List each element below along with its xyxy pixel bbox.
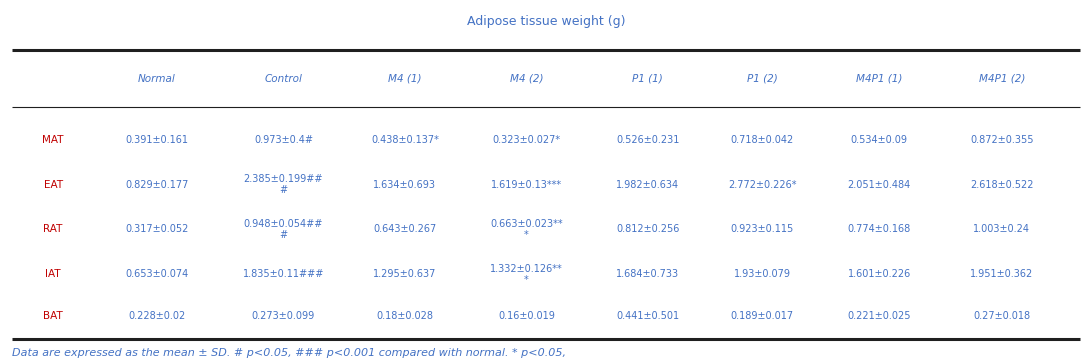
- Text: 1.951±0.362: 1.951±0.362: [970, 269, 1033, 279]
- Text: MAT: MAT: [43, 135, 63, 145]
- Text: 0.27±0.018: 0.27±0.018: [973, 311, 1031, 321]
- Text: 1.332±0.126**
*: 1.332±0.126** *: [490, 264, 562, 285]
- Text: M4P1 (1): M4P1 (1): [856, 73, 902, 84]
- Text: EAT: EAT: [44, 180, 62, 190]
- Text: M4 (1): M4 (1): [388, 73, 422, 84]
- Text: 2.051±0.484: 2.051±0.484: [847, 180, 911, 190]
- Text: 0.323±0.027*: 0.323±0.027*: [492, 135, 560, 145]
- Text: Adipose tissue weight (g): Adipose tissue weight (g): [466, 14, 626, 28]
- Text: 0.643±0.267: 0.643±0.267: [373, 224, 437, 235]
- Text: 0.718±0.042: 0.718±0.042: [731, 135, 794, 145]
- Text: M4P1 (2): M4P1 (2): [978, 73, 1025, 84]
- Text: 0.774±0.168: 0.774±0.168: [847, 224, 911, 235]
- Text: 2.772±0.226*: 2.772±0.226*: [728, 180, 796, 190]
- Text: 0.228±0.02: 0.228±0.02: [128, 311, 186, 321]
- Text: 0.872±0.355: 0.872±0.355: [970, 135, 1034, 145]
- Text: 1.982±0.634: 1.982±0.634: [616, 180, 679, 190]
- Text: 1.295±0.637: 1.295±0.637: [373, 269, 437, 279]
- Text: 0.812±0.256: 0.812±0.256: [616, 224, 679, 235]
- Text: 0.829±0.177: 0.829±0.177: [124, 180, 188, 190]
- Text: Normal: Normal: [138, 73, 176, 84]
- Text: 2.618±0.522: 2.618±0.522: [970, 180, 1034, 190]
- Text: 0.438±0.137*: 0.438±0.137*: [371, 135, 439, 145]
- Text: P1 (1): P1 (1): [632, 73, 663, 84]
- Text: M4 (2): M4 (2): [510, 73, 543, 84]
- Text: 0.923±0.115: 0.923±0.115: [731, 224, 794, 235]
- Text: Control: Control: [264, 73, 302, 84]
- Text: 1.634±0.693: 1.634±0.693: [373, 180, 437, 190]
- Text: 1.835±0.11###: 1.835±0.11###: [242, 269, 324, 279]
- Text: 0.273±0.099: 0.273±0.099: [252, 311, 316, 321]
- Text: 0.653±0.074: 0.653±0.074: [124, 269, 188, 279]
- Text: 0.16±0.019: 0.16±0.019: [498, 311, 555, 321]
- Text: Data are expressed as the mean ± SD. # p<0.05, ### p<0.001 compared with normal.: Data are expressed as the mean ± SD. # p…: [12, 348, 567, 358]
- Text: IAT: IAT: [45, 269, 61, 279]
- Text: 1.003±0.24: 1.003±0.24: [973, 224, 1031, 235]
- Text: 0.948±0.054##
#: 0.948±0.054## #: [244, 219, 323, 240]
- Text: 0.526±0.231: 0.526±0.231: [616, 135, 679, 145]
- Text: 0.663±0.023**
*: 0.663±0.023** *: [490, 219, 562, 240]
- Text: 1.619±0.13***: 1.619±0.13***: [490, 180, 562, 190]
- Text: 1.93±0.079: 1.93±0.079: [734, 269, 791, 279]
- Text: 0.441±0.501: 0.441±0.501: [616, 311, 679, 321]
- Text: RAT: RAT: [44, 224, 63, 235]
- Text: 0.317±0.052: 0.317±0.052: [124, 224, 188, 235]
- Text: 0.221±0.025: 0.221±0.025: [847, 311, 911, 321]
- Text: 0.973±0.4#: 0.973±0.4#: [254, 135, 313, 145]
- Text: 0.18±0.028: 0.18±0.028: [377, 311, 434, 321]
- Text: 0.534±0.09: 0.534±0.09: [851, 135, 907, 145]
- Text: BAT: BAT: [44, 311, 63, 321]
- Text: P1 (2): P1 (2): [747, 73, 778, 84]
- Text: 1.684±0.733: 1.684±0.733: [616, 269, 679, 279]
- Text: 1.601±0.226: 1.601±0.226: [847, 269, 911, 279]
- Text: 0.189±0.017: 0.189±0.017: [731, 311, 794, 321]
- Text: 2.385±0.199##
#: 2.385±0.199## #: [244, 174, 323, 195]
- Text: 0.391±0.161: 0.391±0.161: [126, 135, 188, 145]
